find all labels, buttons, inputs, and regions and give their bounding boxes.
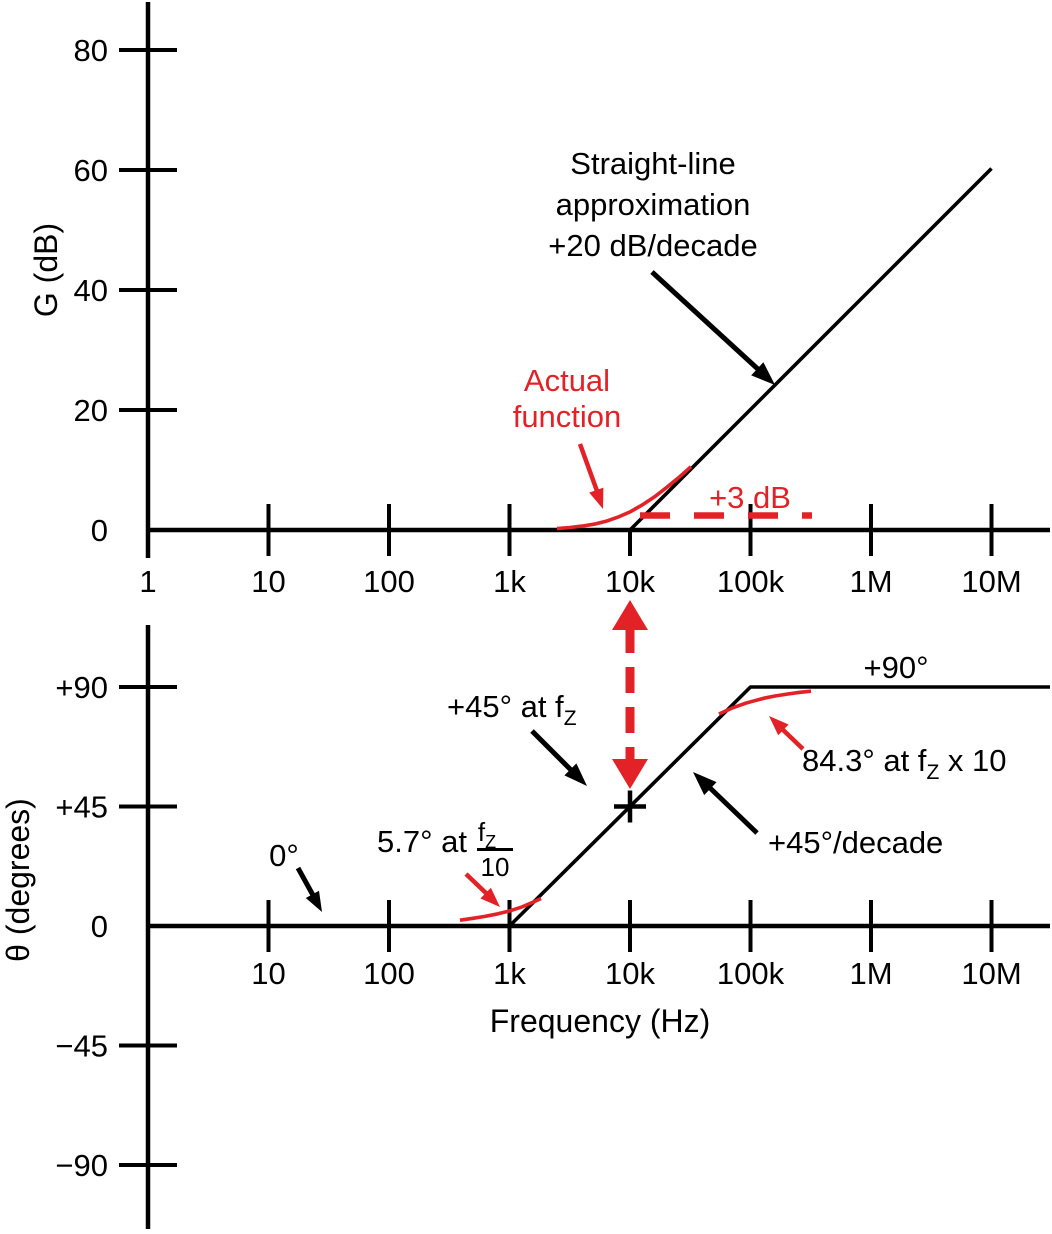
corner-arrow-head-up <box>612 600 648 630</box>
straight-line-arrow-shaft <box>650 270 762 373</box>
phase-y-axis-title: θ (degrees) <box>0 798 36 962</box>
phase-y-label-m45: −45 <box>55 1029 108 1064</box>
phase-x-label-10k: 10k <box>605 956 655 991</box>
label-45-per-decade: +45°/decade <box>768 825 943 860</box>
gain-x-label-10M: 10M <box>961 564 1021 599</box>
annotation-0deg: 0° <box>269 838 322 912</box>
fraction-numerator: fZ <box>478 817 496 852</box>
straight-line-label-1: Straight-line <box>570 146 735 181</box>
arrow-84p3deg-head <box>769 716 789 736</box>
label-0deg: 0° <box>269 838 299 873</box>
gain-plot: 80 60 40 20 0 1 10 100 1k 10k 100k 1M 10… <box>28 2 1050 599</box>
arrow-5p7deg-shaft <box>464 872 489 896</box>
gain-y-label-40: 40 <box>74 273 108 308</box>
gain-x-label-10k: 10k <box>605 564 655 599</box>
phase-x-axis-title: Frequency (Hz) <box>490 1003 711 1039</box>
phase-y-label-p90: +90 <box>55 670 108 705</box>
actual-function-arrow-shaft <box>577 443 600 492</box>
phase-x-label-10M: 10M <box>961 956 1021 991</box>
gain-x-label-100: 100 <box>363 564 415 599</box>
phase-plot: +90 +45 0 −45 −90 10 100 1k 10k 100k 1M … <box>0 625 1050 1229</box>
straight-line-annotation: Straight-line approximation +20 dB/decad… <box>548 146 775 385</box>
label-90deg: +90° <box>864 650 929 685</box>
corner-arrow-head-down <box>612 759 648 789</box>
straight-line-label-3: +20 dB/decade <box>548 228 757 263</box>
fraction-denominator: 10 <box>481 852 510 882</box>
straight-line-arrow-head <box>751 362 775 385</box>
arrow-5p7deg-head <box>480 887 500 907</box>
arrow-0deg-shaft <box>295 866 317 899</box>
arrow-45-per-decade-head <box>693 772 717 796</box>
phase-y-ticks <box>119 685 177 1167</box>
actual-function-label-2: function <box>513 399 622 434</box>
gain-actual-curve <box>556 465 693 531</box>
phase-y-label-p45: +45 <box>55 790 108 825</box>
phase-x-label-1k: 1k <box>493 956 526 991</box>
gain-y-axis-title: G (dB) <box>28 223 64 317</box>
annotation-45-at-fz: +45° at fZ <box>447 689 587 786</box>
gain-x-tick-labels: 1 10 100 1k 10k 100k 1M 10M <box>139 564 1021 599</box>
phase-y-label-m90: −90 <box>55 1148 108 1183</box>
straight-line-label-2: approximation <box>556 187 751 222</box>
phase-x-label-100: 100 <box>363 956 415 991</box>
actual-function-annotation: Actual function <box>513 363 622 509</box>
plus3db-label: +3 dB <box>709 480 791 515</box>
actual-function-arrow-head <box>589 487 604 509</box>
gain-x-label-10: 10 <box>251 564 285 599</box>
gain-y-tick-labels: 80 60 40 20 0 <box>74 33 108 548</box>
phase-actual-curve-low <box>459 896 542 922</box>
phase-x-label-10: 10 <box>251 956 285 991</box>
phase-y-label-0: 0 <box>91 909 108 944</box>
corner-frequency-arrow <box>612 600 648 789</box>
arrow-45-at-fz-head <box>564 763 587 786</box>
gain-x-label-1: 1 <box>139 564 156 599</box>
gain-x-label-100k: 100k <box>717 564 785 599</box>
phase-x-label-1M: 1M <box>849 956 892 991</box>
arrow-45-per-decade-shaft <box>707 785 759 835</box>
arrow-84p3deg-shaft <box>778 725 805 751</box>
label-84p3deg: 84.3° at fZ x 10 <box>802 743 1006 784</box>
gain-y-label-20: 20 <box>74 393 108 428</box>
annotation-5p7deg: 5.7° at fZ 10 <box>377 817 513 907</box>
phase-fz-cross-marker <box>614 790 646 823</box>
arrow-0deg-head <box>305 890 322 912</box>
phase-x-tick-labels: 10 100 1k 10k 100k 1M 10M <box>251 956 1021 991</box>
actual-function-label-1: Actual <box>524 363 610 398</box>
phase-actual-curve-high <box>718 689 812 716</box>
phase-x-label-100k: 100k <box>717 956 785 991</box>
gain-x-label-1k: 1k <box>493 564 526 599</box>
gain-x-label-1M: 1M <box>849 564 892 599</box>
gain-y-label-80: 80 <box>74 33 108 68</box>
gain-y-label-0: 0 <box>91 513 108 548</box>
arrow-45-at-fz-shaft <box>530 729 574 773</box>
gain-y-ticks <box>119 48 177 412</box>
label-5p7deg: 5.7° at <box>377 824 467 859</box>
annotation-84p3deg: 84.3° at fZ x 10 <box>769 716 1006 784</box>
phase-y-tick-labels: +90 +45 0 −45 −90 <box>55 670 108 1183</box>
annotation-45-per-decade: +45°/decade <box>693 772 943 860</box>
label-45-at-fz: +45° at fZ <box>447 689 577 730</box>
fz-over-10-fraction: fZ 10 <box>477 817 513 882</box>
gain-y-label-60: 60 <box>74 153 108 188</box>
